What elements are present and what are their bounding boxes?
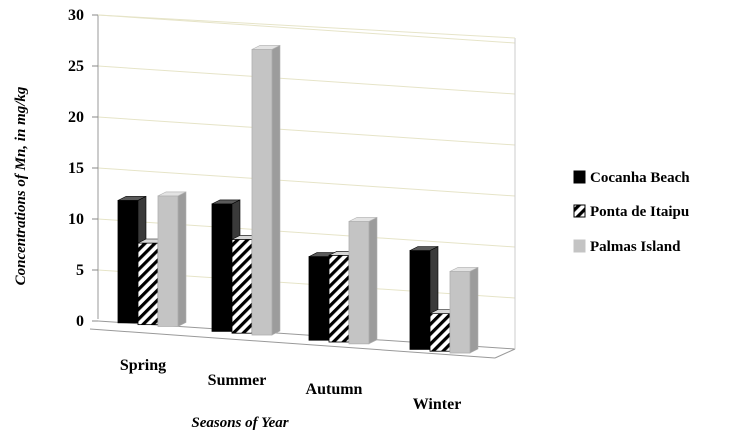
y-tick-label: 0	[76, 313, 84, 330]
x-axis-title: Seasons of Year	[191, 415, 288, 431]
gridline	[97, 65, 516, 95]
x-category-label: Winter	[413, 396, 462, 413]
gridline	[97, 14, 516, 44]
legend-swatch	[573, 204, 586, 218]
legend-label: Cocanha Beach	[590, 170, 690, 186]
gridline	[97, 116, 516, 146]
x-category-label: Spring	[120, 357, 166, 374]
y-axis-title: Concentrations of Mn, in mg/kg	[13, 86, 29, 285]
y-tick-label: 10	[68, 211, 84, 228]
y-tick-label: 5	[76, 262, 84, 279]
legend-item: Ponta de Itaipu	[573, 204, 689, 220]
y-tick-label: 30	[68, 7, 84, 24]
y-tick-label: 25	[68, 58, 84, 75]
legend-swatch	[573, 170, 586, 184]
legend-label: Ponta de Itaipu	[590, 204, 689, 220]
category-labels: Spring Summer Autumn Winter	[120, 357, 461, 413]
legend: Cocanha Beach Ponta de Itaipu Palmas Islan…	[573, 170, 690, 255]
legend-label: Palmas Island	[590, 239, 681, 255]
y-tick-labels: 0 5 10 15 20 25 30	[68, 7, 98, 330]
floor-edge	[89, 328, 496, 359]
bar-autumn-palmas-island	[348, 216, 378, 345]
bar-spring-palmas-island	[157, 191, 187, 327]
x-category-label: Autumn	[306, 381, 363, 398]
gridline	[97, 167, 516, 197]
bar-summer-palmas-island	[251, 44, 281, 336]
back-wall-top	[97, 14, 516, 39]
bar-winter-palmas-island	[449, 266, 479, 354]
gridlines	[97, 14, 516, 299]
bars	[117, 44, 479, 354]
legend-item: Cocanha Beach	[573, 170, 690, 186]
legend-item: Palmas Island	[573, 239, 681, 255]
y-tick-label: 15	[68, 160, 84, 177]
legend-swatch	[573, 239, 586, 253]
y-tick-label: 20	[68, 109, 84, 126]
x-category-label: Summer	[208, 372, 267, 389]
